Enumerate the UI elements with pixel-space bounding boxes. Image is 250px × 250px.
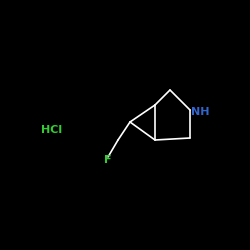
Text: F: F <box>104 155 112 165</box>
Text: HCl: HCl <box>42 125 62 135</box>
Text: NH: NH <box>191 107 209 117</box>
